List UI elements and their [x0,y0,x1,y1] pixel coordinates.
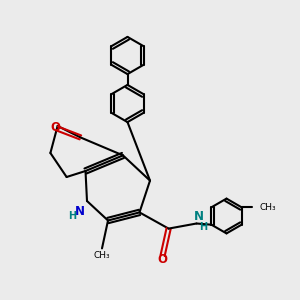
Text: O: O [50,121,61,134]
Text: O: O [158,253,168,266]
Text: CH₃: CH₃ [94,250,110,260]
Text: CH₃: CH₃ [260,203,276,212]
Text: N: N [74,205,85,218]
Text: H: H [199,221,207,232]
Text: N: N [194,209,204,223]
Text: H: H [68,211,76,221]
